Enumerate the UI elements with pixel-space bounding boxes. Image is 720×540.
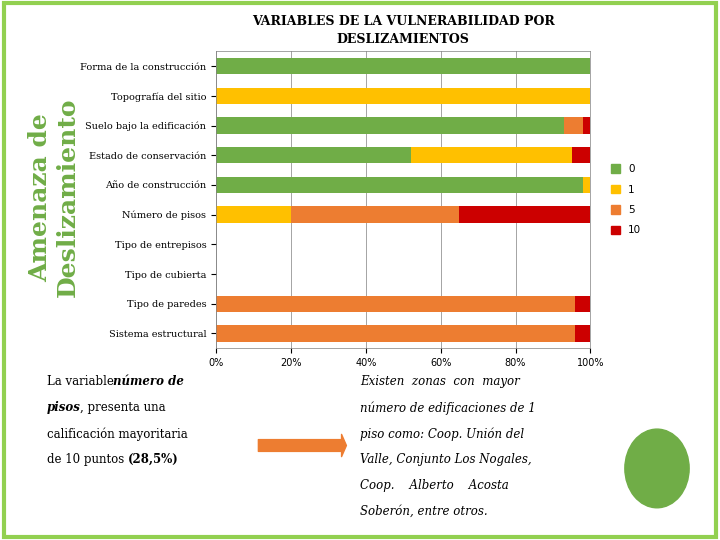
Text: de 10 puntos: de 10 puntos [47, 453, 128, 466]
Bar [572, 147, 590, 164]
Bar [216, 295, 575, 312]
Text: Soberón, entre otros.: Soberón, entre otros. [360, 505, 487, 518]
Bar [216, 147, 410, 164]
Text: calificación mayoritaria: calificación mayoritaria [47, 427, 187, 441]
Legend: 0, 1, 5, 10: 0, 1, 5, 10 [611, 164, 642, 235]
Circle shape [625, 429, 689, 508]
Bar [216, 58, 590, 75]
Bar [459, 206, 590, 223]
Text: La variable: La variable [47, 375, 117, 388]
Bar [216, 325, 575, 342]
Bar [564, 117, 583, 134]
Text: (28,5%): (28,5%) [127, 453, 178, 466]
Bar [216, 206, 291, 223]
Bar [216, 87, 590, 104]
Title: VARIABLES DE LA VULNERABILIDAD POR
DESLIZAMIENTOS: VARIABLES DE LA VULNERABILIDAD POR DESLI… [252, 15, 554, 46]
Text: , presenta una: , presenta una [80, 401, 166, 414]
Text: piso como: Coop. Unión del: piso como: Coop. Unión del [360, 427, 524, 441]
Text: pisos: pisos [47, 401, 81, 414]
Text: número de edificaciones de 1: número de edificaciones de 1 [360, 401, 536, 415]
Bar [583, 117, 590, 134]
Bar [575, 295, 590, 312]
Bar [291, 206, 459, 223]
Text: Valle, Conjunto Los Nogales,: Valle, Conjunto Los Nogales, [360, 453, 531, 466]
Bar [216, 117, 564, 134]
Text: número de: número de [113, 375, 184, 388]
Bar [575, 325, 590, 342]
Bar [583, 177, 590, 193]
Text: Amenaza de
Deslizamiento: Amenaza de Deslizamiento [28, 97, 80, 297]
Bar [410, 147, 572, 164]
Bar [216, 177, 583, 193]
Text: Existen  zonas  con  mayor: Existen zonas con mayor [360, 375, 520, 388]
Text: Coop.    Alberto    Acosta: Coop. Alberto Acosta [360, 479, 509, 492]
